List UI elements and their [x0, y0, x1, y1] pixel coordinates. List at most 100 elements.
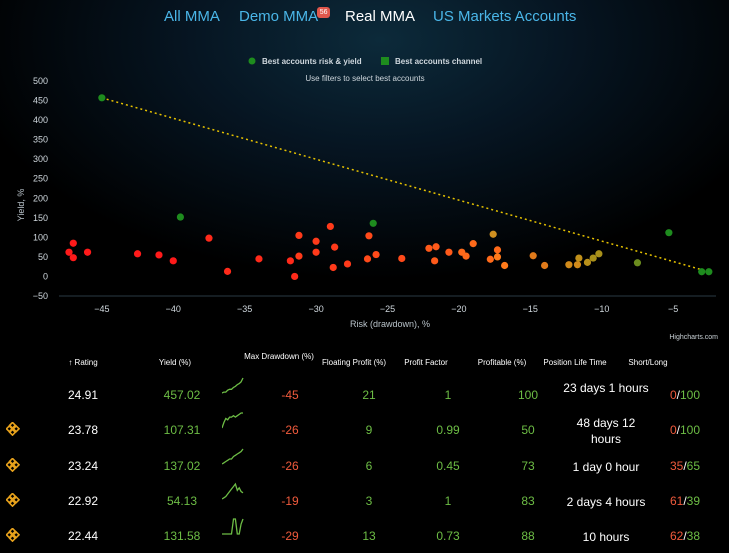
data-point[interactable] [432, 243, 440, 251]
y-tick-label: 300 [33, 154, 48, 164]
data-point[interactable] [469, 240, 477, 248]
data-point[interactable] [312, 248, 320, 256]
profit-factor-value: 1 [444, 388, 452, 402]
tab-all-mma[interactable]: All MMA [164, 8, 220, 25]
yield-value: 457.02 [163, 388, 201, 402]
max-drawdown-value: -29 [281, 529, 299, 543]
data-point[interactable] [501, 261, 509, 270]
table-row[interactable]: 23.78 107.31 -26 9 0.99 50 48 days 12 hours 0/1… [0, 412, 729, 447]
y-tick-label: 350 [33, 135, 48, 145]
column-header-max-drawdown[interactable]: Max Drawdown (%) [244, 352, 314, 361]
max-drawdown-value: -26 [281, 459, 299, 473]
floating-profit-value: 13 [362, 529, 376, 543]
data-point[interactable] [665, 229, 673, 237]
favorite-diamond-icon[interactable] [6, 458, 20, 472]
data-point[interactable] [363, 255, 372, 263]
floating-profit-value: 6 [365, 459, 373, 473]
data-point[interactable] [398, 254, 406, 263]
data-point[interactable] [633, 259, 642, 267]
data-point[interactable] [291, 272, 299, 281]
profitable-value: 73 [521, 459, 535, 473]
data-point[interactable] [295, 231, 303, 240]
yield-value: 131.58 [163, 529, 201, 543]
tab-real-mma[interactable]: Real MMA [345, 8, 415, 25]
data-point[interactable] [493, 253, 502, 261]
data-point[interactable] [489, 230, 497, 238]
table-row[interactable]: 22.92 54.13 -19 3 1 83 2 days 4 hours 61/39 [0, 482, 729, 518]
data-point[interactable] [155, 251, 163, 259]
favorite-diamond-icon[interactable] [6, 422, 20, 436]
column-header-yield[interactable]: Yield (%) [158, 358, 192, 367]
data-point[interactable] [431, 257, 439, 265]
data-point[interactable] [223, 267, 232, 275]
table-row[interactable]: 24.91 457.02 -45 21 1 100 23 days 1 hours 0/100 [0, 377, 729, 412]
data-point[interactable] [169, 257, 177, 265]
data-point[interactable] [133, 250, 142, 258]
data-point[interactable] [255, 255, 263, 263]
profitable-value: 88 [521, 529, 535, 543]
column-header-rating[interactable]: ↑ Rating [68, 358, 98, 367]
data-point[interactable] [583, 258, 592, 266]
column-header-floating-profit[interactable]: Floating Profit (%) [321, 358, 387, 367]
data-point[interactable] [372, 250, 380, 259]
column-header-profitable[interactable]: Profitable (%) [477, 358, 527, 367]
data-point[interactable] [69, 254, 77, 262]
position-life-value: 10 hours [582, 530, 630, 544]
data-point[interactable] [425, 244, 433, 252]
data-point[interactable] [486, 255, 494, 263]
data-point[interactable] [312, 237, 320, 245]
data-point[interactable] [365, 232, 373, 240]
data-point[interactable] [529, 252, 537, 260]
profit-factor-value: 0.99 [436, 423, 460, 437]
x-tick-label: −30 [308, 304, 323, 314]
rating-value: 22.44 [67, 529, 99, 543]
data-point[interactable] [65, 248, 73, 256]
position-life-value: 1 day 0 hour [572, 460, 640, 474]
legend-item-risk-yield[interactable]: Best accounts risk & yield [262, 57, 362, 66]
column-header-short-long[interactable]: Short/Long [628, 358, 668, 367]
data-point[interactable] [589, 254, 597, 262]
favorite-diamond-icon[interactable] [6, 493, 20, 507]
favorite-diamond-icon[interactable] [6, 528, 20, 542]
legend-marker-square [381, 57, 389, 65]
data-point[interactable] [698, 268, 706, 276]
data-point[interactable] [369, 219, 377, 227]
data-point[interactable] [205, 234, 213, 242]
rating-value: 22.92 [67, 494, 99, 508]
data-point[interactable] [343, 260, 352, 268]
y-tick-label: 450 [33, 96, 48, 106]
data-point[interactable] [705, 268, 713, 276]
data-point[interactable] [329, 263, 337, 272]
data-point[interactable] [286, 257, 294, 265]
max-drawdown-value: -45 [281, 388, 299, 402]
yield-value: 54.13 [166, 494, 198, 508]
data-point[interactable] [462, 252, 470, 260]
data-point[interactable] [575, 254, 583, 262]
data-point[interactable] [176, 213, 185, 221]
table-row[interactable]: 22.44 131.58 -29 13 0.73 88 10 hours 62/38 [0, 518, 729, 553]
data-point[interactable] [98, 94, 106, 102]
tab-us-markets-accounts[interactable]: US Markets Accounts [433, 8, 576, 25]
chart-subtitle: Use filters to select best accounts [305, 74, 424, 83]
data-point[interactable] [541, 261, 549, 270]
data-point[interactable] [326, 222, 334, 231]
data-point[interactable] [595, 250, 603, 258]
x-tick-label: −35 [237, 304, 252, 314]
data-point[interactable] [295, 252, 303, 260]
data-point[interactable] [573, 261, 582, 269]
tab-demo-mma[interactable]: Demo MMA 56 [239, 7, 331, 25]
data-point[interactable] [83, 248, 92, 256]
legend-item-channel[interactable]: Best accounts channel [395, 57, 482, 66]
yield-value: 137.02 [163, 459, 201, 473]
column-header-position-life[interactable]: Position Life Time [543, 358, 607, 367]
data-point[interactable] [69, 239, 77, 247]
table-row[interactable]: 23.24 137.02 -26 6 0.45 73 1 day 0 hour 35/65 [0, 448, 729, 483]
x-tick-label: −15 [523, 304, 538, 314]
data-point[interactable] [445, 248, 453, 256]
data-point[interactable] [565, 261, 573, 269]
data-point[interactable] [493, 246, 502, 254]
chart-credit[interactable]: Highcharts.com [669, 334, 718, 341]
data-point[interactable] [331, 243, 339, 251]
column-header-profit-factor[interactable]: Profit Factor [404, 358, 448, 367]
tab-label: US Markets Accounts [433, 8, 577, 25]
